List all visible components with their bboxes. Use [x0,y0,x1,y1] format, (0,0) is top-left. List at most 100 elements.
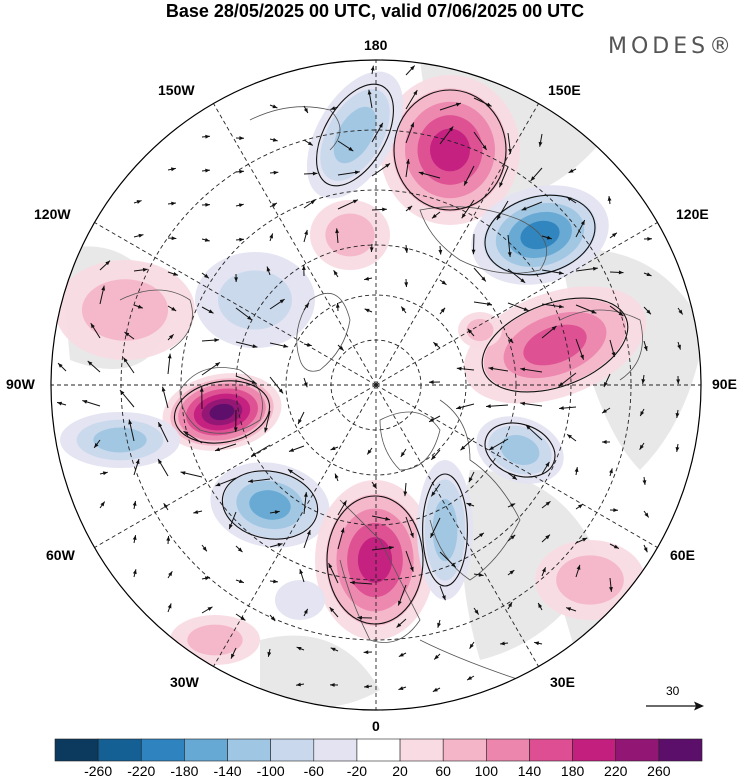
contour-lines [173,83,629,625]
wind-arrow-head [252,344,258,348]
wind-arrow-head [520,401,526,406]
wind-arrow-head [367,89,372,95]
wind-arrow-head [340,527,345,533]
wind-arrow-head [593,266,598,271]
wind-arrow-head [429,417,435,422]
wind-arrow-head [567,434,572,439]
wind-arrow-head [641,379,646,384]
wind-arrow-head [471,249,476,255]
wind-arrow-head [170,167,176,172]
wind-arrow-head [135,459,140,465]
lon-label-0: 0 [372,718,380,734]
colorbar-tick: -180 [170,763,199,779]
wind-arrow-head [357,615,362,620]
colorbar-tick: 140 [517,763,542,779]
wind-arrow-head [675,413,680,418]
lon-label-60e: 60E [670,547,695,563]
wind-arrow-head [237,547,243,553]
wind-arrow-head [500,641,505,646]
wind-arrow-head [464,180,468,186]
wind-arrow-head [646,272,652,277]
anomaly-shading [55,71,647,665]
meridian [213,384,377,667]
wind-arrow-head [580,220,585,226]
wind-arrow-head [677,344,681,350]
wind-arrow-head [328,563,333,569]
wind-arrow-head [591,309,597,314]
lon-label-30w: 30W [170,674,199,690]
wind-arrow-head [303,108,308,114]
wind-arrow-head [644,512,649,518]
wind-arrow-head [90,323,95,329]
wind-arrow-head [101,285,106,291]
wind-arrow-head [488,366,494,371]
wind-arrow-head [158,459,163,464]
wind-arrow-head [499,182,504,188]
lon-label-150e: 150E [548,82,581,98]
wind-arrow-head [119,390,125,395]
wind-arrow-head [138,233,144,238]
colorbar-tick: 260 [647,763,671,779]
wind-arrow-head [558,270,564,275]
anomaly-blob [325,213,375,257]
wind-arrow-head [461,213,466,219]
wind-arrow-head [339,345,344,351]
wind-arrow-head [441,595,446,601]
wind-arrow-head [467,328,473,334]
brand-logo: MODES® [608,34,736,59]
contour-line [316,83,394,187]
wind-arrow-head [234,277,239,282]
wind-arrow-head [207,606,213,611]
contour-line [393,89,507,211]
wind-arrow-head [167,353,172,359]
wind-arrow-head [205,168,210,173]
meridian [213,103,377,386]
wind-arrow-head [142,267,148,272]
wind-arrow-head [478,572,484,577]
wind-arrow-head [304,303,309,309]
wind-arrow-head [545,534,551,540]
map-boundary [50,59,702,711]
wind-arrow-head [204,237,210,242]
wind-arrow-head [239,237,244,242]
wind-arrow-head [247,315,252,321]
wind-arrow-head [283,344,289,348]
wind-arrow-head [335,228,340,234]
wind-arrow-head [369,247,374,252]
anomaly-blob [209,403,235,421]
wind-arrow-head [508,602,513,608]
wind-arrow-head [301,265,306,270]
colorbar-tick: 60 [435,763,451,779]
wind-arrow-head [180,471,186,475]
contour-line [422,473,468,587]
wind-arrow-head [398,600,402,606]
meridian [375,222,658,386]
lon-label-150w: 150W [158,82,195,98]
wind-arrow-head [508,148,512,154]
wind-arrow-head [385,516,391,521]
anomaly-blob [218,270,292,330]
wind-arrow-head [352,199,358,204]
wind-arrow-head [370,65,375,71]
wind-arrow-head [205,134,210,139]
wind-arrow-head [163,503,168,509]
wind-arrow-head [545,501,551,506]
wind-arrow-head [520,367,526,372]
contour-line [481,297,629,393]
wind-arrow-head [602,440,607,444]
lon-label-120w: 120W [34,206,71,222]
wind-arrow-head [306,342,312,347]
wind-arrow-head [385,163,391,168]
wind-arrow-head [431,455,436,460]
anomaly-blob [500,434,540,466]
wind-arrow-head [166,536,171,541]
wind-arrow-head [329,607,335,612]
wind-arrow-head [269,233,273,239]
wind-arrow-head [509,570,515,575]
wind-arrow-head [639,444,644,450]
wind-arrow-head [335,303,340,308]
wind-arrow-head [401,306,406,312]
wind-arrow-head [451,562,456,568]
wind-arrow-head [239,136,244,141]
wind-arrow-head [215,482,221,487]
